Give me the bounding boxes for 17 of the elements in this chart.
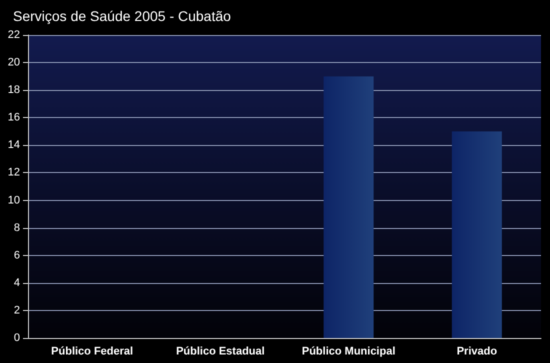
y-tick-label: 16	[8, 112, 20, 124]
x-tick-label: Público Federal	[51, 346, 134, 358]
y-tick-label: 10	[8, 194, 20, 206]
y-tick-label: 12	[8, 166, 20, 179]
y-tick-label: 2	[14, 304, 20, 316]
y-tick-label: 22	[8, 29, 20, 41]
y-tick-label: 8	[14, 222, 20, 234]
x-tick-label: Público Municipal	[302, 346, 396, 358]
y-tick-label: 0	[14, 332, 20, 344]
x-tick-label: Privado	[456, 346, 498, 358]
y-tick-label: 18	[8, 84, 20, 96]
y-tick-label: 20	[8, 56, 20, 69]
x-tick-label: Público Estadual	[176, 346, 265, 358]
y-tick-label: 6	[14, 249, 20, 262]
y-tick-label: 4	[14, 276, 20, 289]
chart-title: Serviços de Saúde 2005 - Cubatão	[13, 8, 232, 24]
y-tick-label: 14	[8, 139, 20, 152]
